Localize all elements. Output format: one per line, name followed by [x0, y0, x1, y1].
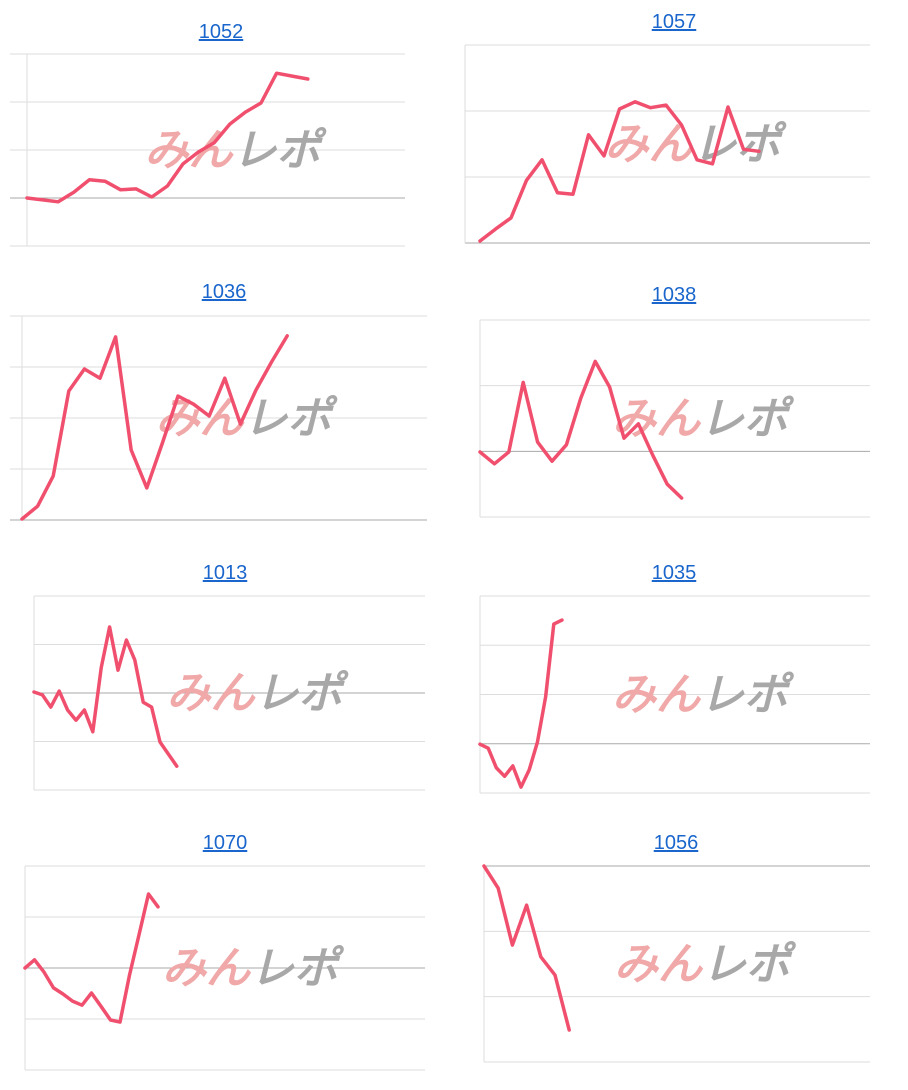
data-line	[482, 864, 571, 1032]
watermark-right: レポ	[702, 939, 797, 990]
chart-title[interactable]: 1038	[652, 284, 697, 306]
chart-title[interactable]: 1057	[652, 11, 697, 33]
watermark-right: レポ	[250, 943, 345, 994]
mini-chart: 1057 みんレポ	[464, 11, 870, 244]
watermark: みんレポ	[156, 393, 339, 444]
watermark-left: みん	[612, 670, 702, 721]
chart-title[interactable]: 1035	[652, 562, 697, 584]
chart-title[interactable]: 1036	[202, 281, 247, 303]
watermark-right: レポ	[244, 393, 339, 444]
mini-chart: 1038 みんレポ	[478, 284, 870, 518]
chart-title[interactable]: 1070	[203, 832, 248, 854]
watermark: みんレポ	[145, 125, 328, 176]
data-line	[478, 359, 684, 500]
watermark-right: レポ	[700, 670, 795, 721]
watermark: みんレポ	[167, 668, 350, 719]
mini-chart: 1013 みんレポ	[32, 562, 425, 791]
watermark-left: みん	[162, 943, 252, 994]
mini-chart: 1056 みんレポ	[482, 832, 870, 1063]
mini-chart: 1070 みんレポ	[23, 832, 425, 1071]
data-line	[478, 100, 761, 243]
watermark-right: レポ	[700, 394, 795, 445]
mini-chart: 1035 みんレポ	[478, 562, 870, 794]
mini-chart: 1036 みんレポ	[10, 281, 427, 521]
mini-chart: 1052 みんレポ	[10, 21, 405, 247]
watermark-right: レポ	[255, 668, 350, 719]
data-line	[32, 625, 179, 768]
watermark-left: みん	[605, 119, 695, 170]
watermark-right: レポ	[233, 125, 328, 176]
data-line	[25, 71, 310, 204]
chart-title[interactable]: 1056	[654, 832, 699, 854]
watermark: みんレポ	[612, 670, 795, 721]
watermark: みんレポ	[614, 939, 797, 990]
chart-title[interactable]: 1052	[199, 21, 244, 43]
chart-title[interactable]: 1013	[203, 562, 248, 584]
data-line	[20, 334, 289, 521]
watermark-left: みん	[614, 939, 704, 990]
data-line	[478, 618, 564, 789]
watermark: みんレポ	[612, 394, 795, 445]
watermark-left: みん	[145, 125, 235, 176]
watermark: みんレポ	[605, 119, 788, 170]
watermark: みんレポ	[162, 943, 345, 994]
data-line	[23, 892, 160, 1024]
watermark-left: みん	[167, 668, 257, 719]
